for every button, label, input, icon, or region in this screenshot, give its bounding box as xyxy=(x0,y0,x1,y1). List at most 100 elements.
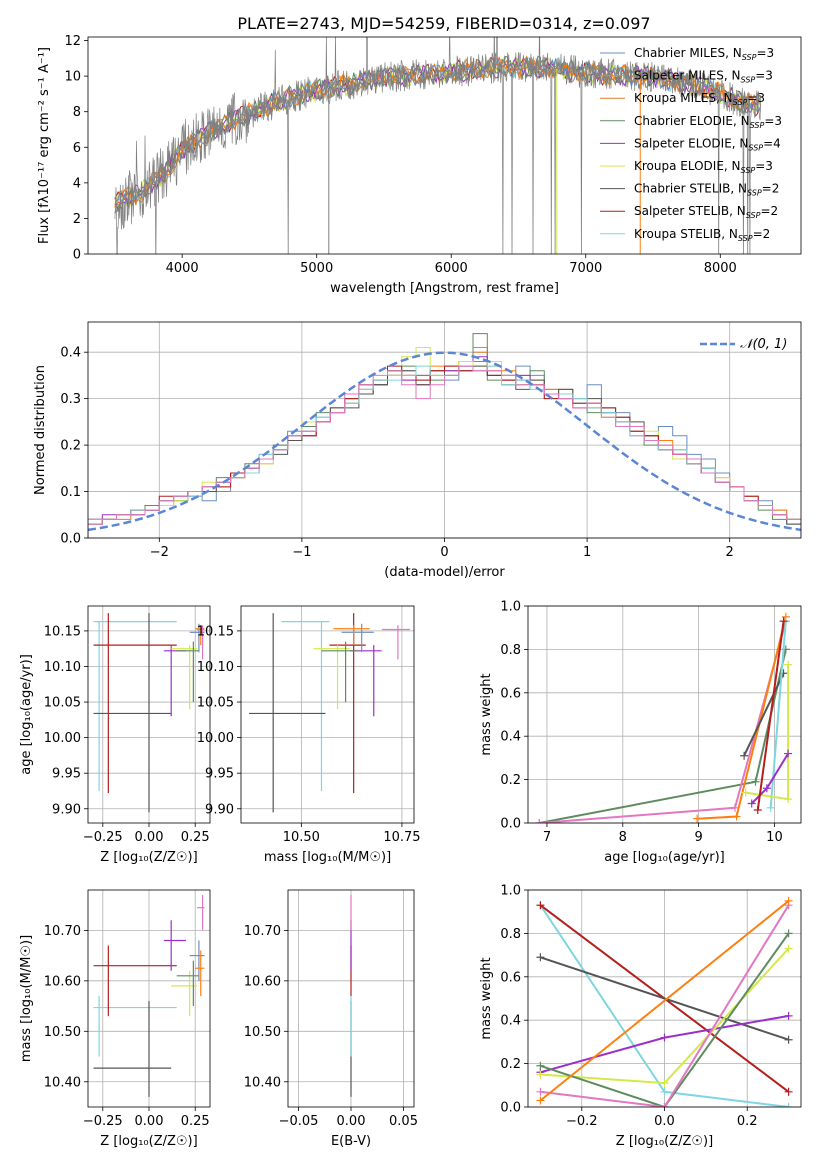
spectrum-legend-label: Salpeter MILES, NSSP=3 xyxy=(634,69,773,85)
mass_vs_z-ytick-label: 10.40 xyxy=(44,1075,81,1090)
age_vs_z-ytick-label: 10.00 xyxy=(44,731,81,746)
legend-subscript: SSP xyxy=(741,76,756,85)
weight_vs_age-series-kroupa-elodie-marker xyxy=(784,795,793,804)
spectrum-xtick-label: 6000 xyxy=(435,261,468,276)
age_vs_z-plot-area xyxy=(93,613,205,813)
weight_vs_z-series-salpeter-elodie-marker xyxy=(660,1033,669,1042)
age_vs_z-ylabel: age [log₁₀(age/yr)] xyxy=(19,654,34,775)
legend-tail: =2 xyxy=(760,204,778,218)
age_vs_mass-ytick-label: 10.05 xyxy=(197,696,234,711)
spectrum-plot-area xyxy=(114,37,762,254)
spectrum-xtick-label: 8000 xyxy=(704,261,737,276)
mass_vs_ebv-xtick-label: −0.05 xyxy=(279,1114,319,1129)
spectrum-xlabel: wavelength [Angstrom, rest frame] xyxy=(330,281,559,296)
age_vs_mass-xtick-label: 10.50 xyxy=(283,830,320,845)
weight_vs_z-series-salpeter-elodie-marker xyxy=(784,1011,793,1020)
weight_vs_age-series-salpeter-stelib-marker xyxy=(779,617,788,626)
spectrum-ytick-label: 10 xyxy=(64,70,81,85)
age_vs_z-ytick-label: 10.05 xyxy=(44,696,81,711)
spectrum-frame xyxy=(87,36,802,255)
residuals-xtick-label: −1 xyxy=(292,545,311,560)
residuals-plot-area xyxy=(88,333,801,538)
spectrum-ytick-label: 12 xyxy=(64,34,81,49)
spectrum-legend-label: Chabrier ELODIE, NSSP=3 xyxy=(634,114,782,130)
age_vs_z-ytick-label: 9.90 xyxy=(52,802,81,817)
age_vs_mass-ytick-label: 10.00 xyxy=(197,731,234,746)
age_vs_mass-xtick-label: 10.75 xyxy=(383,830,420,845)
weight_vs_z-series-salpeter-stelib-marker xyxy=(536,901,545,910)
legend-tail: =3 xyxy=(764,114,782,128)
spectrum-legend-label: Kroupa STELIB, NSSP=2 xyxy=(634,227,770,243)
weight_vs_z-series-chabrier-stelib-marker xyxy=(784,1035,793,1044)
residuals-xlabel: (data-model)/error xyxy=(384,565,505,580)
legend-subscript: SSP xyxy=(748,143,763,152)
weight_vs_z-ytick-label: 0.6 xyxy=(500,970,521,985)
spectrum-legend-label: Kroupa MILES, NSSP=3 xyxy=(634,91,765,107)
weight_vs_z-series-pink-marker xyxy=(660,1103,669,1107)
mass_vs_z-plot-area xyxy=(93,895,205,1097)
age_vs_mass-ytick-label: 10.15 xyxy=(197,624,234,639)
mass_vs_z-ytick-label: 10.50 xyxy=(44,1025,81,1040)
age_vs_z-xtick-label: −0.25 xyxy=(83,830,123,845)
weight_vs_z-series-pink-marker xyxy=(536,1087,545,1096)
weight_vs_z-xlabel: Z [log₁₀(Z/Z☉)] xyxy=(616,1134,713,1149)
residuals-axes: −2 −1 0 1 2 0.0 0.1 0.2 0.3 0.4 (data-model)/error… xyxy=(33,322,801,580)
spectrum-ytick-label: 4 xyxy=(73,176,81,191)
weight_vs_age-series-chabrier-stelib-line xyxy=(743,672,785,757)
weight_vs_age-series-salpeter-stelib-marker xyxy=(753,805,762,814)
mass_vs_z-ytick-label: 10.70 xyxy=(44,924,81,939)
residuals-ylabel: Normed distribution xyxy=(33,365,48,495)
weight_vs_z-xtick-label: 0.2 xyxy=(737,1114,758,1129)
mass_vs_ebv-ytick-label: 10.70 xyxy=(244,924,281,939)
weight_vs_z-ytick-label: 0.4 xyxy=(500,1014,521,1029)
legend-subscript: SSP xyxy=(747,189,762,198)
weight_vs_age-ytick-label: 0.4 xyxy=(500,730,521,745)
weight_vs_z-xtick-label: 0.0 xyxy=(654,1114,675,1129)
spectrum-legend-label: Chabrier MILES, NSSP=3 xyxy=(634,46,774,62)
spectrum-ytick-label: 0 xyxy=(73,248,81,263)
weight_vs_age-ytick-label: 0.8 xyxy=(500,643,521,658)
spectrum-legend-label: Salpeter STELIB, NSSP=2 xyxy=(634,204,778,220)
residuals-xtick-label: 0 xyxy=(440,545,448,560)
weight_vs_z-ytick-label: 0.2 xyxy=(500,1057,521,1072)
age_vs_z-xtick-label: 0.00 xyxy=(135,830,164,845)
legend-tail: =3 xyxy=(747,91,765,105)
residuals-xtick-label: 2 xyxy=(726,545,734,560)
mass_vs_ebv-ytick-label: 10.40 xyxy=(244,1075,281,1090)
mass_vs_z-ytick-label: 10.60 xyxy=(44,974,81,989)
legend-tail: =3 xyxy=(755,69,773,83)
residuals-ytick-label: 0.2 xyxy=(60,439,81,454)
weight_vs_age-xtick-label: 8 xyxy=(619,830,627,845)
mass_vs_z-xtick-label: 0.00 xyxy=(135,1114,164,1129)
residuals-legend-label: 𝒩(0, 1) xyxy=(740,337,787,352)
weight_vs_age-frame xyxy=(527,605,802,824)
residuals-legend: 𝒩(0, 1) xyxy=(700,337,787,352)
residuals-frame xyxy=(87,321,802,539)
spectrum-legend-label: Salpeter ELODIE, NSSP=4 xyxy=(634,136,781,152)
weight_vs_z-series-kroupa-elodie-marker xyxy=(784,944,793,953)
weight_vs_z-series-pink-line xyxy=(540,904,790,1107)
weight_vs_z-axes: −0.2 0.0 0.2 0.0 0.2 0.4 0.6 0.8 1.0 Z [log₁₀(Z/Z… xyxy=(479,884,801,1149)
weight_vs_age-series-salpeter-miles-marker xyxy=(732,812,741,821)
legend-tail: =2 xyxy=(762,182,780,196)
age_vs_z-ytick-label: 9.95 xyxy=(52,767,81,782)
weight_vs_z-series-kroupa-stelib-marker xyxy=(660,1087,669,1096)
residuals-ytick-label: 0.4 xyxy=(60,346,81,361)
weight_vs_age-axes: 7 8 9 10 0.0 0.2 0.4 0.6 0.8 1.0 age [log₁₀(age/yr… xyxy=(479,600,801,865)
weight_vs_age-series-kroupa-elodie-marker xyxy=(784,660,793,669)
mass_vs_ebv-axes: −0.05 0.00 0.05 10.40 10.50 10.60 10.70 E(B-V) xyxy=(244,890,418,1149)
weight_vs_age-ytick-label: 0.0 xyxy=(500,817,521,832)
mass_vs_z-ylabel: mass [log₁₀(M/M☉)] xyxy=(19,935,34,1062)
age_vs_z-ytick-label: 10.15 xyxy=(44,624,81,639)
age_vs_mass-xlabel: mass [log₁₀(M/M☉)] xyxy=(264,850,391,865)
weight_vs_z-series-kroupa-elodie-marker xyxy=(660,1079,669,1088)
mass_vs_z-xlabel: Z [log₁₀(Z/Z☉)] xyxy=(100,1134,197,1149)
residuals-normal-curve xyxy=(88,351,801,532)
age_vs_mass-plot-area xyxy=(249,613,410,813)
spectrum-data-line xyxy=(114,37,761,254)
legend-subscript: SSP xyxy=(746,211,761,220)
weight_vs_z-series-chabrier-elodie-marker xyxy=(784,929,793,938)
weight_vs_z-series-salpeter-miles-line xyxy=(539,900,790,1102)
age_vs_mass-frame xyxy=(240,605,415,824)
residuals-histogram-chabrier-miles xyxy=(88,361,801,538)
